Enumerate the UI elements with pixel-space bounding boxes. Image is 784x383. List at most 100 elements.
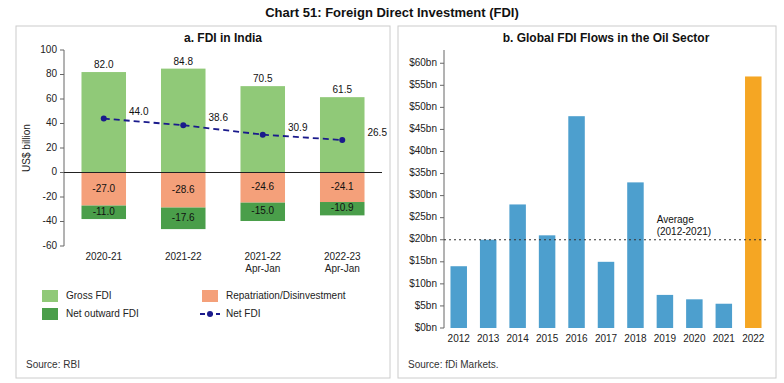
y-tick xyxy=(60,148,64,149)
marks xyxy=(81,69,364,229)
legend-swatch xyxy=(42,290,58,302)
x-tick-label: 2018 xyxy=(624,333,647,344)
bar xyxy=(716,304,732,328)
annotation: Source: fDi Markets. xyxy=(408,359,499,370)
y-tick xyxy=(440,305,444,306)
y-tick xyxy=(440,151,444,152)
data-label: -17.6 xyxy=(172,212,195,223)
y-tick-label: -40 xyxy=(43,215,58,226)
data-label: 61.5 xyxy=(333,84,353,95)
bar xyxy=(745,76,761,328)
y-tick-label: $30bn xyxy=(409,189,437,200)
y-tick-label: $35bn xyxy=(409,167,437,178)
y-tick xyxy=(60,99,64,100)
line-marker xyxy=(180,122,186,128)
y-axis-line xyxy=(444,50,445,328)
x-tick-label: 2020 xyxy=(683,333,706,344)
data-labels: 82.0 84.8 70.5 61.5 -27.0 -28.6 -24.6 -24.1 -11.… xyxy=(92,56,387,223)
legend-label: Gross FDI xyxy=(66,290,112,301)
y-tick-label: -60 xyxy=(43,240,58,251)
y-tick xyxy=(440,328,444,329)
line-marker xyxy=(260,132,266,138)
x-tick-label: 2017 xyxy=(595,333,618,344)
data-label: -11.0 xyxy=(93,206,115,217)
data-label: -10.9 xyxy=(331,202,354,213)
y-tick-label: $0bn xyxy=(415,322,437,333)
legend-swatch xyxy=(42,308,58,320)
y-tick xyxy=(440,217,444,218)
legend: Gross FDIRepatriation/DisinvestmentNet o… xyxy=(42,290,346,320)
data-label: 82.0 xyxy=(94,59,114,70)
y-axis-label: US$ billion xyxy=(21,124,32,172)
bar xyxy=(320,173,365,203)
bar xyxy=(627,182,643,328)
bar xyxy=(509,204,525,328)
data-label: 38.6 xyxy=(209,112,229,123)
line-marker xyxy=(339,137,345,143)
chart-title: b. Global FDI Flows in the Oil Sector xyxy=(503,31,710,45)
y-tick xyxy=(60,74,64,75)
y-tick-label: $45bn xyxy=(409,123,437,134)
x-tick-label: 2016 xyxy=(565,333,588,344)
data-label: 26.5 xyxy=(368,127,388,138)
y-tick-label: $20bn xyxy=(409,233,437,244)
y-tick-label: $15bn xyxy=(409,255,437,266)
data-label: -28.6 xyxy=(172,184,195,195)
chart-root: Chart 51: Foreign Direct Investment (FDI… xyxy=(0,0,784,383)
x-tick-label: 2021-22Apr-Jan xyxy=(244,251,281,274)
x-tick-label: 2012 xyxy=(448,333,471,344)
marks xyxy=(450,76,761,328)
page-title: Chart 51: Foreign Direct Investment (FDI… xyxy=(265,5,519,20)
y-tick xyxy=(60,246,64,247)
data-label: -27.0 xyxy=(92,183,115,194)
y-tick xyxy=(440,195,444,196)
x-tick-label: 2022 xyxy=(742,333,765,344)
y-tick xyxy=(440,85,444,86)
panel: a. FDI in India-60-40-20020406080100US$ … xyxy=(16,26,390,378)
chart-title: a. FDI in India xyxy=(184,31,262,45)
y-tick-label: 0 xyxy=(51,166,57,177)
reference-label: Average(2012-2021) xyxy=(657,214,711,237)
legend-swatch xyxy=(207,311,213,317)
y-tick xyxy=(440,239,444,240)
y-tick-label: 40 xyxy=(46,117,58,128)
x-tick-label: 2022-23Apr-Jan xyxy=(324,251,361,274)
bar xyxy=(240,203,285,221)
data-label: 70.5 xyxy=(253,73,273,84)
y-tick xyxy=(440,173,444,174)
bar xyxy=(161,69,206,173)
y-tick xyxy=(440,261,444,262)
bar xyxy=(161,208,206,230)
zero-line xyxy=(64,172,382,173)
data-label: -24.6 xyxy=(251,181,274,192)
y-tick xyxy=(60,197,64,198)
data-label: 30.9 xyxy=(288,122,308,133)
y-tick xyxy=(440,63,444,64)
x-tick-label: 2014 xyxy=(507,333,530,344)
data-label: -24.1 xyxy=(331,181,354,192)
y-tick-label: 20 xyxy=(46,142,58,153)
line-marker xyxy=(101,116,107,122)
bar xyxy=(480,240,496,328)
bar xyxy=(81,206,126,219)
bar xyxy=(240,173,285,203)
y-tick-label: 80 xyxy=(46,68,58,79)
legend-label: Net FDI xyxy=(226,308,260,319)
data-label: 44.0 xyxy=(129,106,149,117)
panel-border xyxy=(398,26,776,378)
data-label: 84.8 xyxy=(174,56,194,67)
y-tick xyxy=(60,172,64,173)
bar xyxy=(450,266,466,328)
bar xyxy=(539,235,555,328)
bar xyxy=(81,173,126,206)
bar xyxy=(320,97,365,172)
bar xyxy=(240,86,285,172)
legend-label: Net outward FDI xyxy=(66,308,139,319)
y-tick xyxy=(60,123,64,124)
x-tick-label: 2021 xyxy=(713,333,736,344)
y-tick-label: 60 xyxy=(46,93,58,104)
y-tick-label: $5bn xyxy=(415,300,437,311)
x-tick-label: 2019 xyxy=(654,333,677,344)
y-tick-label: $60bn xyxy=(409,57,437,68)
data-label: -15.0 xyxy=(251,205,274,216)
